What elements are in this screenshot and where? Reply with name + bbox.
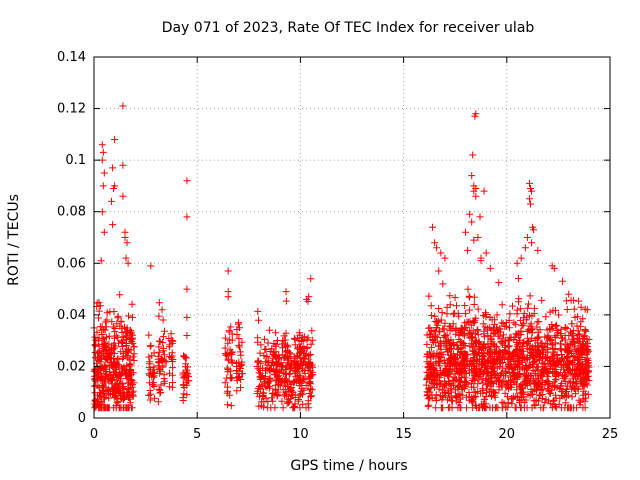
y-tick-label: 0.08 — [57, 205, 86, 220]
x-tick-label: 25 — [602, 427, 619, 442]
y-tick-label: 0.14 — [57, 50, 86, 65]
x-tick-label: 10 — [292, 427, 309, 442]
y-tick-label: 0.06 — [57, 256, 86, 271]
roti-points — [90, 102, 593, 412]
axis-ticks: 0 5 10 15 20 25 0 0.02 0.04 0.06 0.08 0.1 0.12 0.14 — [57, 50, 618, 442]
y-tick-label: 0.04 — [57, 308, 86, 323]
y-tick-label: 0.12 — [57, 102, 86, 117]
chart-title: Day 071 of 2023, Rate Of TEC Index for r… — [162, 20, 535, 36]
y-tick-label: 0.02 — [57, 359, 86, 374]
y-tick-label: 0 — [78, 411, 86, 426]
x-axis-label: GPS time / hours — [290, 458, 407, 474]
y-tick-label: 0.1 — [65, 153, 86, 168]
x-tick-label: 20 — [499, 427, 516, 442]
data-points — [90, 102, 593, 412]
x-tick-label: 5 — [193, 427, 201, 442]
x-tick-label: 0 — [90, 427, 98, 442]
x-tick-label: 15 — [395, 427, 412, 442]
plot-frame — [93, 56, 611, 419]
y-axis-label: ROTI / TECUs — [6, 194, 22, 286]
